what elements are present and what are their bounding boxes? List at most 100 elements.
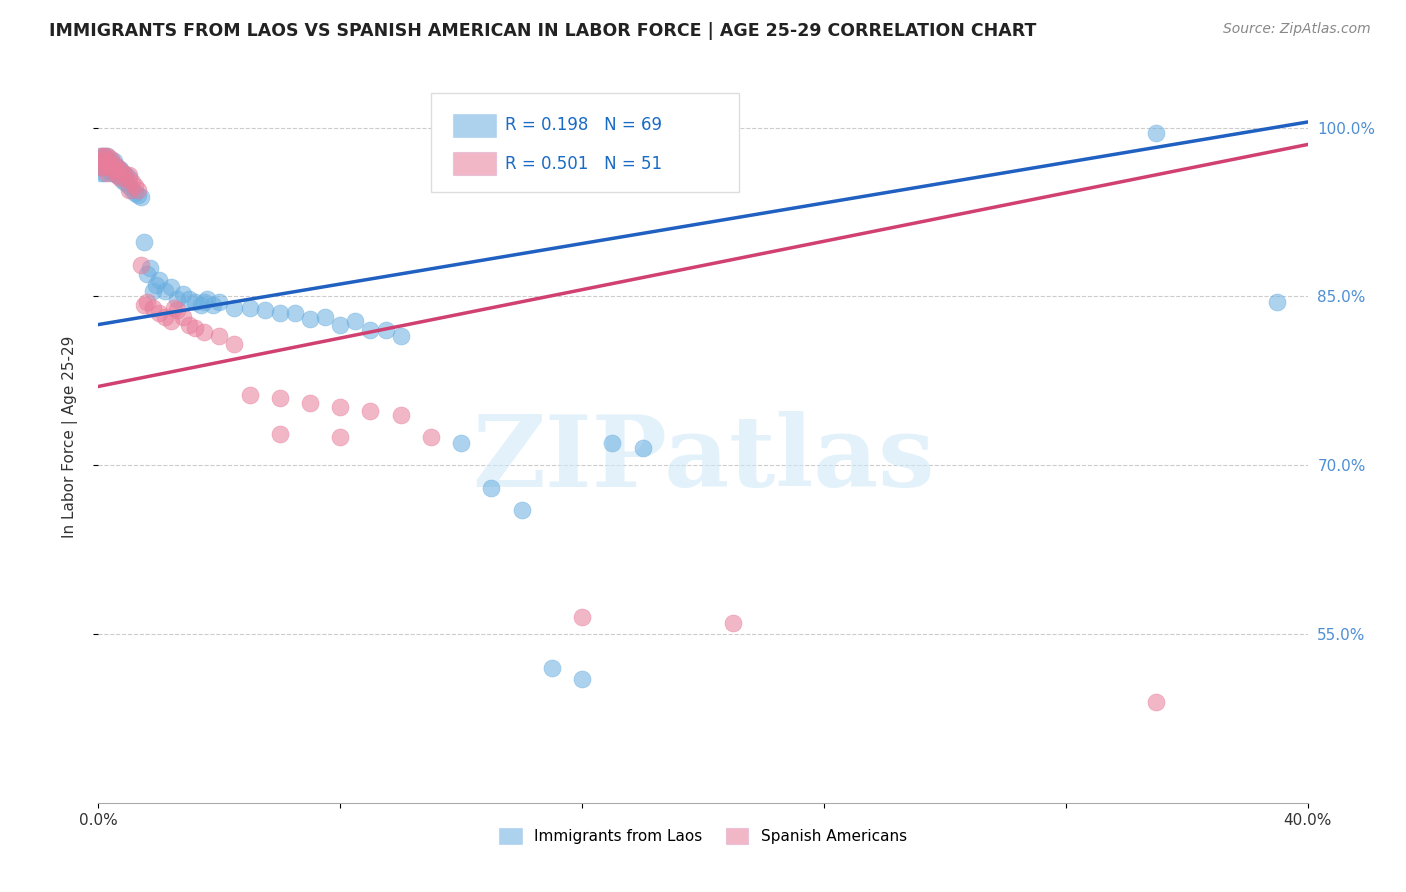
Point (723, 615, 745, 630)
Legend: Immigrants from Laos, Spanish Americans: Immigrants from Laos, Spanish Americans (494, 822, 912, 850)
Point (93, 160, 115, 174)
Point (93, 149, 115, 163)
Point (163, 301, 186, 315)
Point (153, 284, 176, 298)
Point (153, 310, 176, 324)
Point (179, 318, 201, 332)
Point (166, 302, 188, 317)
Point (121, 182, 143, 196)
Point (202, 298, 225, 312)
Point (224, 301, 246, 315)
Text: Source: ZipAtlas.com: Source: ZipAtlas.com (1223, 22, 1371, 37)
Point (124, 179, 146, 194)
Point (100, 160, 122, 174)
Point (100, 152, 122, 166)
Point (118, 168, 141, 182)
Point (132, 298, 155, 312)
Point (344, 314, 367, 328)
Point (139, 261, 162, 276)
FancyBboxPatch shape (453, 114, 496, 137)
Point (96, 166, 118, 180)
Text: R = 0.198   N = 69: R = 0.198 N = 69 (505, 117, 662, 135)
Point (111, 166, 134, 180)
Point (142, 301, 165, 315)
Point (90, 154, 112, 169)
Point (160, 314, 183, 328)
Point (450, 435, 472, 450)
Point (299, 312, 322, 326)
Point (103, 166, 125, 180)
Point (481, 481, 503, 495)
Point (571, 672, 593, 686)
Point (108, 163, 131, 178)
Point (124, 186, 146, 200)
Point (172, 287, 194, 301)
Point (118, 182, 141, 196)
Point (132, 235, 155, 250)
Point (1144, 126, 1167, 140)
Point (105, 160, 128, 174)
Point (160, 280, 183, 294)
Point (93, 149, 115, 163)
FancyBboxPatch shape (453, 152, 496, 175)
Point (329, 318, 352, 332)
Point (184, 295, 207, 310)
Point (129, 190, 152, 204)
Point (114, 171, 136, 186)
Point (96, 160, 118, 174)
Point (108, 170, 131, 185)
Point (269, 306, 291, 320)
Point (127, 182, 149, 196)
Point (90, 160, 112, 174)
Point (571, 610, 593, 624)
Point (96, 149, 118, 163)
Point (100, 154, 122, 169)
Point (193, 326, 215, 340)
Point (108, 162, 131, 177)
Point (602, 435, 624, 450)
Point (208, 328, 231, 343)
Point (420, 430, 443, 444)
Point (208, 295, 231, 310)
FancyBboxPatch shape (432, 94, 740, 192)
Point (314, 310, 336, 324)
Point (269, 426, 291, 441)
Point (389, 328, 412, 343)
Point (111, 173, 134, 187)
Point (105, 168, 128, 182)
Point (103, 160, 125, 174)
Point (135, 267, 157, 281)
Point (1144, 694, 1167, 708)
Point (93, 160, 115, 174)
Point (90, 149, 112, 163)
Point (90, 154, 112, 169)
Point (510, 503, 533, 517)
Point (329, 430, 352, 444)
Point (114, 168, 136, 182)
Point (360, 323, 382, 337)
Point (145, 278, 167, 293)
Text: IMMIGRANTS FROM LAOS VS SPANISH AMERICAN IN LABOR FORCE | AGE 25-29 CORRELATION : IMMIGRANTS FROM LAOS VS SPANISH AMERICAN… (49, 22, 1036, 40)
Point (224, 336, 246, 351)
Point (103, 154, 125, 169)
Point (129, 258, 152, 272)
Point (148, 272, 170, 286)
Point (239, 388, 262, 402)
Point (540, 661, 562, 675)
Point (118, 179, 141, 194)
Point (148, 306, 170, 320)
Point (96, 156, 118, 170)
Point (105, 168, 128, 182)
Point (100, 160, 122, 174)
Point (103, 156, 125, 170)
Point (360, 404, 382, 418)
Point (389, 408, 412, 422)
Point (269, 391, 291, 405)
Point (166, 292, 188, 306)
Point (121, 175, 143, 189)
Point (114, 176, 136, 190)
Point (96, 154, 118, 169)
Text: R = 0.501   N = 51: R = 0.501 N = 51 (505, 154, 662, 172)
Point (142, 284, 165, 298)
Point (193, 295, 215, 310)
